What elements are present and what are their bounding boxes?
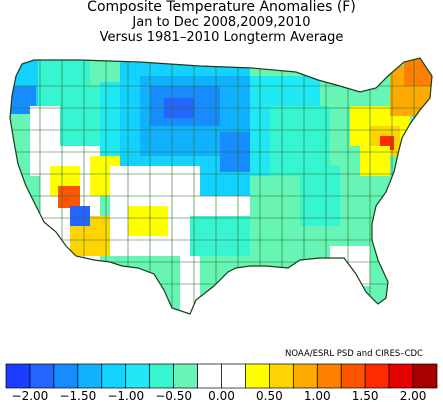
legend-tick-label: −1.00 bbox=[107, 389, 144, 402]
legend-tick-label: 1.00 bbox=[304, 389, 331, 402]
legend-tick-label: −0.50 bbox=[155, 389, 192, 402]
legend-tick-label: −2.00 bbox=[12, 389, 49, 402]
legend-bin bbox=[77, 363, 103, 389]
legend-bin bbox=[292, 363, 318, 389]
legend-bin bbox=[412, 363, 438, 389]
map-title: Composite Temperature Anomalies (F) bbox=[87, 0, 356, 15]
legend-bin bbox=[340, 363, 366, 389]
legend-bin bbox=[101, 363, 127, 389]
legend-tick-label: 1.50 bbox=[352, 389, 379, 402]
map-period: Jan to Dec 2008,2009,2010 bbox=[132, 15, 311, 30]
legend-tick-label: 2.00 bbox=[400, 389, 427, 402]
legend-bin bbox=[29, 363, 55, 389]
legend-bin bbox=[197, 363, 222, 389]
data-credit: NOAA/ESRL PSD and CIRES–CDC bbox=[285, 349, 423, 359]
legend-bin bbox=[364, 363, 390, 389]
us-anomaly-map bbox=[9, 57, 433, 315]
legend-bin bbox=[125, 363, 151, 389]
legend-tick-label: 0.50 bbox=[256, 389, 283, 402]
us-outline bbox=[9, 57, 433, 315]
legend-bin bbox=[316, 363, 342, 389]
legend-bin bbox=[173, 363, 198, 389]
map-baseline: Versus 1981–2010 Longterm Average bbox=[99, 30, 344, 45]
color-scale-legend: −2.00 −1.50 −1.00 −0.50 0.00 0.50 1.00 1.50 2.00 bbox=[5, 363, 438, 402]
legend-bin bbox=[149, 363, 174, 389]
legend-bin bbox=[5, 363, 31, 389]
legend-tick-label: −1.50 bbox=[59, 389, 96, 402]
legend-bin bbox=[221, 363, 246, 389]
division-borders bbox=[10, 58, 432, 314]
title-block: Composite Temperature Anomalies (F) Jan … bbox=[0, 0, 443, 45]
legend-bin bbox=[245, 363, 270, 389]
legend-bin bbox=[53, 363, 79, 389]
legend-bin bbox=[388, 363, 414, 389]
legend-tick-label: 0.00 bbox=[208, 389, 235, 402]
legend-bin bbox=[269, 363, 294, 389]
